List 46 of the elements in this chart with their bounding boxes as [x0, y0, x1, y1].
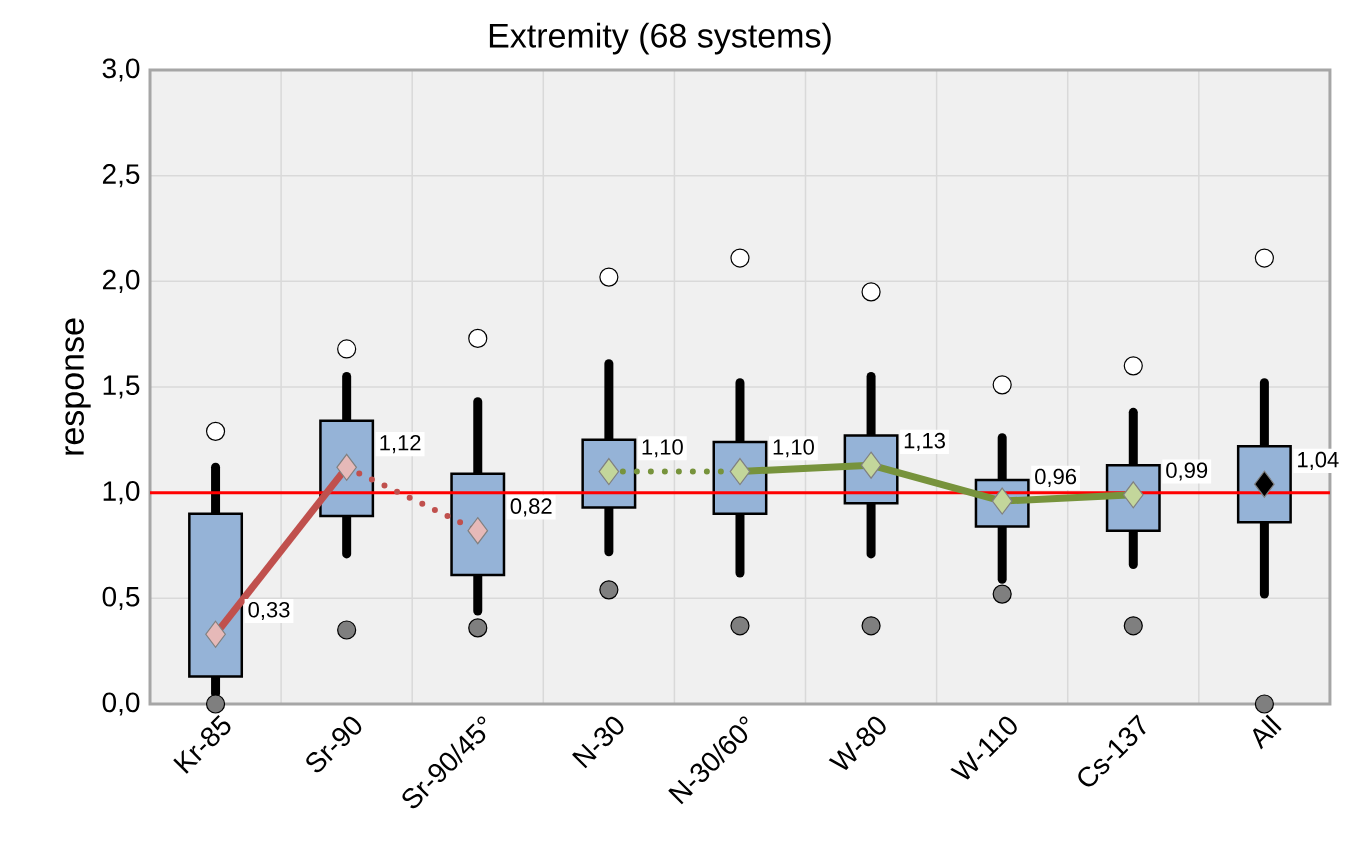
data-label: 1,10 [642, 439, 683, 458]
chart-title: Extremity (68 systems) [489, 22, 831, 55]
point [599, 267, 619, 287]
y-tick-label: 0,0 [102, 692, 140, 716]
point [205, 421, 226, 441]
y-tick-label: 1,5 [103, 375, 140, 399]
point [205, 694, 226, 714]
point [1254, 470, 1275, 498]
y-tick-label: 3,0 [102, 58, 140, 82]
point [205, 620, 226, 648]
data-label: 0,33 [248, 601, 290, 621]
point [991, 487, 1013, 515]
x-tick-label: All [1252, 714, 1282, 750]
point [599, 580, 619, 600]
point [729, 457, 751, 486]
point [730, 616, 750, 636]
point [598, 457, 620, 486]
point [467, 517, 489, 545]
y-tick-label: 0,5 [102, 586, 140, 610]
data-label: 1,12 [380, 434, 421, 454]
point [992, 375, 1012, 395]
point [468, 328, 488, 348]
point [337, 339, 357, 359]
data-label: 0,82 [510, 498, 552, 517]
y-axis-title: response [65, 318, 91, 455]
point [468, 618, 488, 638]
y-tick-label: 2,0 [102, 269, 140, 293]
data-label: 1,04 [1298, 451, 1339, 471]
point [1123, 356, 1143, 376]
y-tick-label: 1,0 [103, 481, 140, 505]
point [1122, 481, 1144, 509]
point [1254, 248, 1274, 268]
point [860, 451, 882, 479]
data-label: 1,13 [904, 432, 945, 452]
point [1123, 616, 1143, 636]
point [992, 584, 1012, 604]
point [730, 248, 750, 268]
point [336, 453, 358, 481]
data-label: 1,10 [773, 439, 814, 458]
point [861, 282, 881, 302]
data-label: 0,99 [1166, 462, 1208, 481]
y-tick-label: 2,5 [102, 164, 140, 188]
point [861, 616, 881, 636]
point [337, 620, 357, 640]
point [1254, 694, 1274, 714]
data-label: 0,96 [1035, 468, 1077, 487]
